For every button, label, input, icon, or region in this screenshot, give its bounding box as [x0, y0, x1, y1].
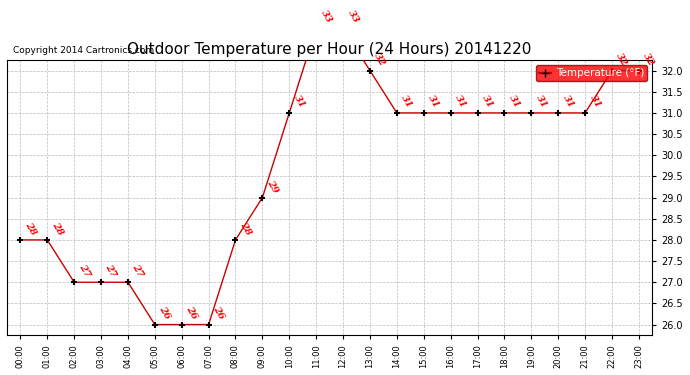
Legend: Temperature (°F): Temperature (°F): [535, 65, 647, 81]
Text: 31: 31: [561, 93, 575, 110]
Text: 26: 26: [157, 305, 172, 321]
Text: 32: 32: [373, 51, 387, 67]
Text: 28: 28: [238, 220, 253, 237]
Text: 31: 31: [507, 93, 522, 110]
Text: 27: 27: [77, 262, 91, 279]
Text: 31: 31: [588, 93, 602, 110]
Text: 31: 31: [453, 93, 468, 110]
Text: 31: 31: [534, 93, 549, 110]
Text: 28: 28: [23, 220, 38, 237]
Text: 32: 32: [615, 51, 629, 67]
Text: 33: 33: [346, 9, 360, 25]
Text: Copyright 2014 Cartronics.com: Copyright 2014 Cartronics.com: [13, 45, 155, 54]
Text: 31: 31: [426, 93, 441, 110]
Title: Outdoor Temperature per Hour (24 Hours) 20141220: Outdoor Temperature per Hour (24 Hours) …: [128, 42, 532, 57]
Text: 31: 31: [292, 93, 306, 110]
Text: 32: 32: [642, 51, 656, 67]
Text: 26: 26: [211, 305, 226, 321]
Text: 26: 26: [184, 305, 199, 321]
Text: 29: 29: [265, 178, 279, 194]
Text: 31: 31: [400, 93, 414, 110]
Text: 31: 31: [480, 93, 495, 110]
Text: 27: 27: [130, 262, 145, 279]
Text: 28: 28: [50, 220, 64, 237]
Text: 33: 33: [319, 9, 333, 25]
Text: 27: 27: [104, 262, 118, 279]
